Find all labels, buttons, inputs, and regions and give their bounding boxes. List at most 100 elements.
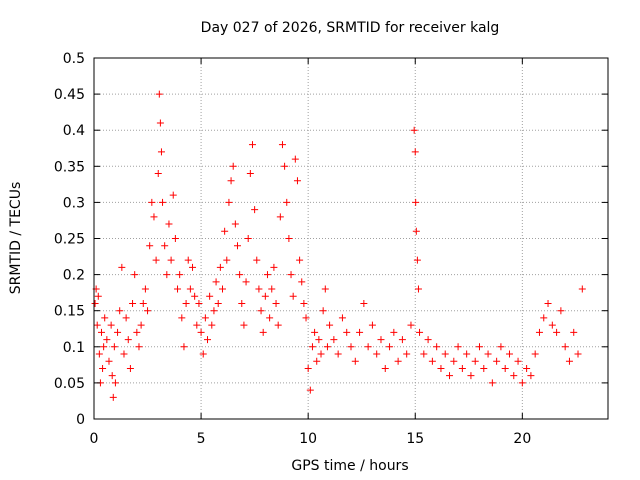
x-tick-label: 5 [197,431,206,447]
data-point [570,328,578,336]
data-point [103,336,111,344]
data-point [356,328,364,336]
data-point [394,357,402,365]
data-point [437,364,445,372]
data-point [108,372,116,380]
data-point [565,357,573,365]
data-point [101,314,109,322]
data-point [540,314,548,322]
data-point [159,198,167,206]
data-point [150,213,158,221]
data-point [233,242,241,250]
data-point [240,321,248,329]
data-point [139,299,147,307]
data-point [274,321,282,329]
y-tick-label: 0.05 [54,376,85,392]
data-point [135,343,143,351]
data-point [278,141,286,149]
data-point [163,271,171,279]
data-point [91,299,99,307]
data-point [118,263,126,271]
data-point [364,343,372,351]
data-point [137,321,145,329]
data-point [276,213,284,221]
data-point [450,357,458,365]
data-point [347,343,355,351]
data-point [266,314,274,322]
data-point [161,242,169,250]
data-point [272,299,280,307]
data-point [206,292,214,300]
data-point [231,220,239,228]
data-point [285,235,293,242]
data-point [424,336,432,344]
data-point [212,278,220,286]
y-axis-ticks: 0 0.05 0.1 0.15 0.2 0.25 0.3 0.35 0.4 0.45 0.5 [54,51,608,428]
data-point [381,364,389,372]
data-point [124,336,132,344]
data-point [471,357,479,365]
data-point [412,198,420,206]
data-point [155,90,163,98]
data-point [176,271,184,279]
data-point [131,271,139,279]
data-point [257,307,265,315]
data-point [410,126,418,134]
data-point [323,343,331,351]
data-point [263,271,271,279]
y-tick-label: 0.4 [63,123,85,139]
data-point [403,350,411,358]
data-point [338,314,346,322]
data-point [343,328,351,336]
data-point [236,271,244,279]
data-point [186,285,194,293]
data-point [315,336,323,344]
data-point [311,328,319,336]
data-point [225,198,233,206]
data-point [300,299,308,307]
y-tick-label: 0.45 [54,87,85,103]
data-point [195,299,203,307]
data-point [373,350,381,358]
data-point [189,263,197,271]
data-point [574,350,582,358]
data-point [154,170,162,178]
data-point [141,285,149,293]
y-tick-label: 0.35 [54,159,85,175]
data-point [221,227,229,235]
data-point [93,321,101,329]
data-point [398,336,406,344]
data-point [157,148,165,156]
data-point [557,307,565,315]
data-point [488,379,496,387]
data-point [146,242,154,250]
data-point [302,314,310,322]
data-point [122,314,130,322]
data-point [368,321,376,329]
data-point [433,343,441,351]
data-point [259,328,267,336]
data-point [326,321,334,329]
data-point [268,285,276,293]
y-tick-label: 0.3 [63,195,85,211]
data-point [120,350,128,358]
data-point [501,364,509,372]
data-point [544,299,552,307]
data-point [330,336,338,344]
data-point [100,343,108,351]
data-point [454,343,462,351]
data-point [360,299,368,307]
data-point [319,307,327,315]
data-point [270,263,278,271]
data-point [411,148,419,156]
data-point [255,285,263,293]
data-point [216,263,224,271]
data-point [111,379,119,387]
y-tick-label: 0.25 [54,232,85,248]
data-point [251,206,259,214]
data-point [242,278,250,286]
data-point [463,350,471,358]
data-point [165,220,173,228]
data-point [191,292,199,300]
